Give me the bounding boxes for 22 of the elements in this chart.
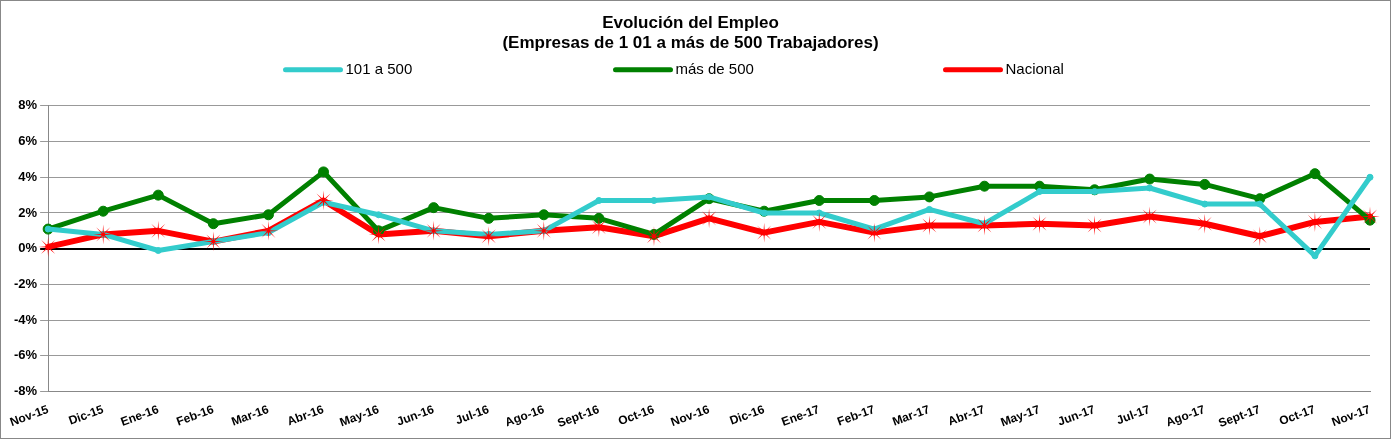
text: (Empresas de 1 01 a más de 500 Trabajadores)	[502, 33, 879, 53]
x-tick-label: Oct-16	[616, 402, 657, 429]
y-tick-label: -6%	[13, 347, 38, 363]
y-tick-label: 4%	[18, 168, 38, 184]
x-tick-label: Jun-16	[394, 402, 437, 429]
y-tick-label: 8%	[18, 97, 38, 113]
x-tick-label: Dic-16	[727, 402, 767, 428]
y-tick-label: 0%	[18, 240, 38, 256]
x-tick-label: Dic-15	[66, 402, 106, 428]
x-tick-label: Jul-16	[453, 402, 492, 428]
legend-label: más de 500	[675, 59, 754, 77]
legend-label: 101 a 500	[345, 59, 413, 77]
x-tick-label: Oct-17	[1277, 402, 1318, 429]
legend-label: Nacional	[1005, 59, 1064, 77]
text: Evolución del Empleo	[602, 12, 779, 32]
y-tick-label: -8%	[13, 383, 38, 399]
y-tick-label: 6%	[18, 133, 38, 149]
y-tick-label: -4%	[13, 311, 38, 327]
y-tick-label: 2%	[18, 204, 38, 220]
x-tick-label: Jul-17	[1114, 402, 1153, 428]
x-tick-label: Jun-17	[1055, 402, 1098, 429]
y-tick-label: -2%	[13, 276, 38, 292]
